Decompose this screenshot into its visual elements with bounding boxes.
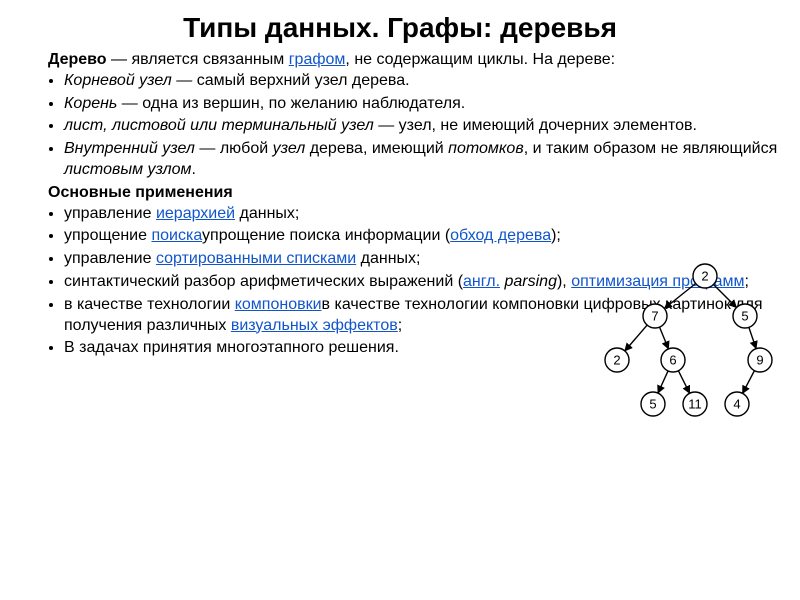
term: листовым узлом	[64, 161, 191, 178]
text: — любой	[195, 140, 273, 157]
applications-label: Основные применения	[48, 183, 780, 204]
link-hierarchy[interactable]: иерархией	[156, 205, 235, 222]
tree-edge	[713, 284, 736, 307]
tree-node: 5	[733, 304, 757, 328]
def-root: Корень — одна из вершин, по желанию набл…	[64, 94, 780, 115]
svg-text:4: 4	[733, 397, 740, 412]
svg-text:5: 5	[741, 309, 748, 324]
text: ;	[398, 317, 402, 334]
intro-term: Дерево	[48, 51, 107, 68]
tree-node: 11	[683, 392, 707, 416]
tree-edge	[743, 371, 755, 394]
text: в качестве технологии	[64, 296, 235, 313]
text: );	[551, 227, 561, 244]
text: — узел, не имеющий дочерних элементов.	[374, 117, 697, 134]
text: управление	[64, 205, 156, 222]
tree-node: 9	[748, 348, 772, 372]
tree-edge	[664, 283, 695, 308]
term: Внутренний узел	[64, 140, 195, 157]
app-hierarchy: управление иерархией данных;	[64, 204, 780, 225]
text: — самый верхний узел дерева.	[172, 72, 410, 89]
link-composition[interactable]: компоновки	[235, 296, 322, 313]
page-title: Типы данных. Графы: деревья	[20, 12, 780, 44]
svg-text:11: 11	[688, 397, 702, 412]
tree-edge	[660, 327, 669, 349]
tree-node: 6	[661, 348, 685, 372]
link-english[interactable]: англ.	[463, 273, 500, 290]
text: дерева, имеющий	[305, 140, 448, 157]
svg-text:6: 6	[669, 353, 676, 368]
def-root-node: Корневой узел — самый верхний узел дерев…	[64, 71, 780, 92]
term: Корень	[64, 95, 117, 112]
svg-text:5: 5	[649, 397, 656, 412]
text: синтактический разбор арифметических выр…	[64, 273, 463, 290]
intro-mid1: — является связанным	[107, 51, 289, 68]
app-search: упрощение поискаупрощение поиска информа…	[64, 226, 780, 247]
tree-node: 7	[643, 304, 667, 328]
text: упрощение	[64, 227, 151, 244]
tree-edge	[678, 371, 689, 394]
text: .	[191, 161, 195, 178]
tree-edge	[625, 325, 647, 351]
text: ),	[557, 273, 571, 290]
svg-text:9: 9	[756, 353, 763, 368]
link-graph[interactable]: графом	[289, 51, 346, 68]
intro-line: Дерево — является связанным графом, не с…	[48, 50, 780, 71]
tree-node: 2	[605, 348, 629, 372]
link-sorted-lists[interactable]: сортированными списками	[156, 250, 356, 267]
intro-mid2: , не содержащим циклы. На дереве:	[345, 51, 615, 68]
text: управление	[64, 250, 156, 267]
term: потомков	[448, 140, 524, 157]
link-tree-traversal[interactable]: обход дерева	[450, 227, 551, 244]
svg-text:2: 2	[701, 269, 708, 284]
tree-node: 5	[641, 392, 665, 416]
text: parsing	[504, 273, 556, 290]
tree-edge	[749, 327, 756, 348]
definitions-list: Корневой узел — самый верхний узел дерев…	[20, 71, 780, 181]
term: лист, листовой или терминальный узел	[64, 117, 374, 134]
tree-edge	[658, 371, 668, 393]
tree-node: 4	[725, 392, 749, 416]
link-visual-effects[interactable]: визуальных эффектов	[231, 317, 398, 334]
tree-diagram: 2 7 5 2 6 9 5 11 4	[595, 255, 780, 435]
link-search[interactable]: поиска	[151, 227, 202, 244]
text: , и таким образом не являющийся	[524, 140, 778, 157]
text: данных;	[235, 205, 299, 222]
text: — одна из вершин, по желанию наблюдателя…	[117, 95, 465, 112]
text: данных;	[356, 250, 420, 267]
svg-text:7: 7	[651, 309, 658, 324]
tree-node: 2	[693, 264, 717, 288]
term: Корневой узел	[64, 72, 172, 89]
term: узел	[273, 140, 306, 157]
svg-text:2: 2	[613, 353, 620, 368]
def-internal: Внутренний узел — любой узел дерева, име…	[64, 139, 780, 181]
def-leaf: лист, листовой или терминальный узел — у…	[64, 116, 780, 137]
text: упрощение поиска информации (	[202, 227, 450, 244]
